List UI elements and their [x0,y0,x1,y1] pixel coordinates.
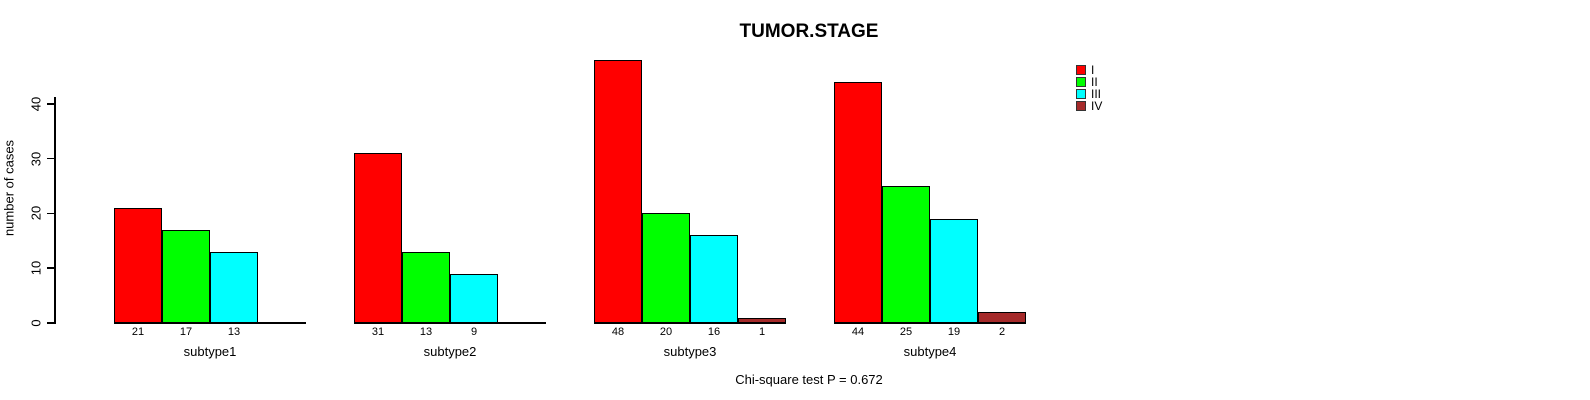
y-axis-tick-label: 0 [28,319,44,327]
bar-value-label: 48 [611,326,625,338]
bar-subtype3-III [690,235,738,323]
bar-value-label: 13 [227,326,241,338]
bar-value-label: 44 [851,326,865,338]
bar-subtype1-I [114,208,162,323]
bar-subtype1-II [162,230,210,323]
bar-subtype2-II [402,252,450,323]
bar-subtype3-IV [738,318,786,323]
y-axis-tick [47,322,55,324]
y-axis-tick [47,267,55,269]
legend-swatch-II [1076,77,1086,87]
y-axis-tick-label: 40 [28,96,44,112]
y-axis-label: number of cases [1,139,17,237]
chi-square-annotation: Chi-square test P = 0.672 [735,372,883,387]
legend-label-I: I [1091,63,1095,77]
bar-value-label: 13 [419,326,433,338]
y-axis-tick-label: 20 [28,206,44,221]
y-axis-tick-label: 10 [28,260,44,276]
legend-swatch-III [1076,89,1086,99]
group-baseline [354,322,546,324]
legend-label-III: III [1091,87,1102,101]
bar-value-label: 31 [371,326,385,338]
bar-value-label: 9 [470,326,478,338]
bar-subtype2-III [450,274,498,323]
y-axis-tick [47,103,55,105]
group-label-subtype3: subtype3 [663,344,717,359]
bar-subtype3-I [594,60,642,323]
bar-value-label: 25 [899,326,913,338]
legend-label-II: II [1091,75,1098,89]
bar-subtype4-III [930,219,978,323]
group-baseline [594,322,786,324]
group-baseline [114,322,306,324]
y-axis-tick-label: 30 [28,151,44,166]
bar-value-label: 2 [998,326,1006,338]
bar-value-label: 21 [131,326,145,338]
bar-value-label: 17 [179,326,193,338]
bar-value-label: 19 [947,326,961,338]
bar-subtype4-I [834,82,882,323]
group-label-subtype2: subtype2 [423,344,477,359]
group-baseline [834,322,1026,324]
bar-value-label: 16 [707,326,721,338]
y-axis-tick [47,212,55,215]
bar-subtype3-II [642,213,690,323]
y-axis-tick [47,157,55,160]
legend-swatch-IV [1076,101,1086,111]
y-axis-line [54,97,56,324]
legend-swatch-I [1076,65,1086,75]
bar-subtype4-II [882,186,930,323]
bar-subtype1-III [210,252,258,323]
group-label-subtype1: subtype1 [183,344,237,359]
bar-subtype2-I [354,153,402,323]
legend-label-IV: IV [1091,99,1103,113]
chart-title: TUMOR.STAGE [739,21,879,42]
group-label-subtype4: subtype4 [903,344,957,359]
bar-value-label: 20 [659,326,673,338]
bar-subtype4-IV [978,312,1026,323]
bar-value-label: 1 [758,326,766,338]
